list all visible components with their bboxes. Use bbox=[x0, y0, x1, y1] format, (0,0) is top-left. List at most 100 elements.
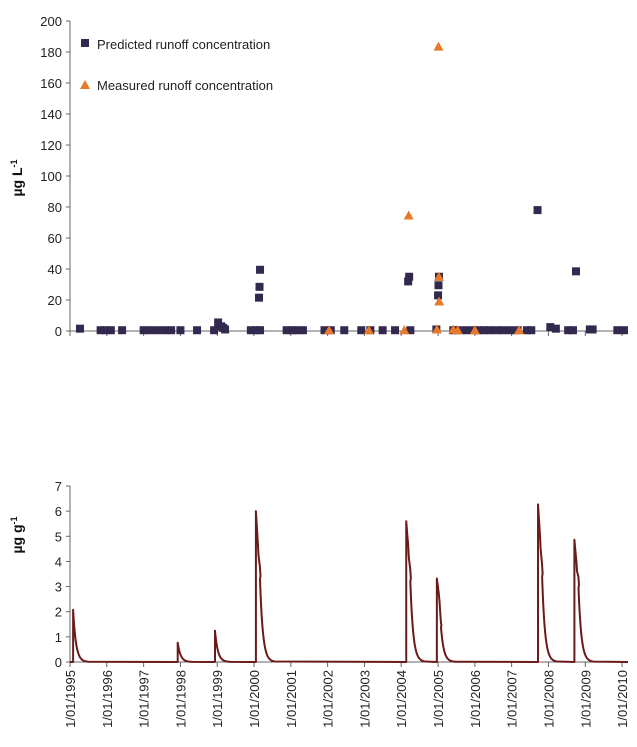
bottom-y-tick-label: 6 bbox=[55, 504, 62, 519]
bottom-y-tick-label: 7 bbox=[55, 479, 62, 494]
predicted-point bbox=[255, 293, 264, 302]
predicted-point bbox=[613, 326, 622, 335]
predicted-point bbox=[96, 326, 105, 335]
predicted-point bbox=[340, 326, 349, 335]
predicted-point bbox=[564, 326, 573, 335]
predicted-point bbox=[391, 326, 400, 335]
predicted-point bbox=[434, 291, 443, 300]
soil-concentration-line bbox=[70, 503, 629, 663]
legend-label-measured: Measured runoff concentration bbox=[97, 78, 273, 93]
predicted-point bbox=[193, 326, 202, 335]
bottom-x-tick-label: 1/01/1995 bbox=[63, 670, 78, 728]
predicted-point bbox=[473, 326, 482, 335]
predicted-point bbox=[255, 282, 264, 291]
predicted-point bbox=[246, 326, 255, 335]
predicted-point bbox=[405, 272, 414, 281]
top-data-points bbox=[75, 41, 628, 335]
predicted-point bbox=[533, 206, 542, 215]
top-y-tick-label: 60 bbox=[48, 231, 62, 246]
predicted-point bbox=[404, 277, 413, 286]
predicted-point bbox=[256, 265, 265, 274]
predicted-point bbox=[406, 326, 415, 335]
bottom-y-tick-label: 0 bbox=[55, 655, 62, 670]
measured-point bbox=[513, 325, 524, 335]
predicted-point bbox=[546, 323, 555, 332]
bottom-y-tick-label: 3 bbox=[55, 580, 62, 595]
top-y-tick-label: 140 bbox=[40, 107, 62, 122]
bottom-y-axis-label: µg g-1 bbox=[9, 516, 25, 553]
legend-marker-predicted bbox=[81, 39, 89, 47]
predicted-point bbox=[461, 326, 470, 335]
bottom-x-tick-label: 1/01/2009 bbox=[578, 670, 593, 728]
top-scatter-chart: 0 20 40 60 80 100 120 140 160 180 200 µg L-1 Predi… bbox=[9, 14, 628, 339]
predicted-point bbox=[619, 326, 628, 335]
predicted-point bbox=[75, 324, 84, 333]
predicted-point bbox=[118, 326, 127, 335]
predicted-point bbox=[378, 326, 387, 335]
top-y-tick-labels: 0 20 40 60 80 100 120 140 160 180 200 bbox=[40, 14, 70, 339]
bottom-x-tick-label: 1/01/1998 bbox=[173, 670, 188, 728]
predicted-point bbox=[153, 326, 162, 335]
legend-marker-measured bbox=[80, 80, 90, 89]
bottom-x-tick-label: 1/01/1997 bbox=[137, 670, 152, 728]
predicted-point bbox=[282, 326, 291, 335]
bottom-x-tick-label: 1/01/2004 bbox=[394, 670, 409, 728]
measured-point bbox=[363, 325, 374, 335]
top-y-tick-label: 40 bbox=[48, 262, 62, 277]
bottom-x-tick-label: 1/01/2007 bbox=[505, 670, 520, 728]
legend-label-predicted: Predicted runoff concentration bbox=[97, 37, 270, 52]
top-legend: Predicted runoff concentration Measured … bbox=[80, 37, 273, 93]
predicted-point bbox=[492, 326, 501, 335]
predicted-point bbox=[568, 326, 577, 335]
predicted-point bbox=[298, 326, 307, 335]
top-y-tick-label: 20 bbox=[48, 293, 62, 308]
predicted-point bbox=[588, 325, 597, 334]
bottom-y-tick-labels: 0 1 2 3 4 5 6 7 bbox=[55, 479, 70, 670]
measured-point bbox=[433, 271, 444, 281]
predicted-point bbox=[161, 326, 170, 335]
bottom-x-tick-label: 1/01/1999 bbox=[210, 670, 225, 728]
top-y-tick-label: 100 bbox=[40, 169, 62, 184]
top-y-tick-label: 180 bbox=[40, 45, 62, 60]
measured-point bbox=[469, 325, 480, 335]
predicted-point bbox=[167, 326, 176, 335]
bottom-x-tick-labels: 1/01/1995 1/01/1996 1/01/1997 1/01/1998 1/01… bbox=[63, 670, 630, 728]
top-y-tick-label: 80 bbox=[48, 200, 62, 215]
predicted-point bbox=[486, 326, 495, 335]
predicted-point bbox=[505, 326, 514, 335]
measured-point bbox=[324, 325, 335, 335]
top-y-axis-label: µg L-1 bbox=[9, 159, 25, 196]
top-y-tick-label: 200 bbox=[40, 14, 62, 29]
bottom-y-tick-label: 1 bbox=[55, 630, 62, 645]
predicted-point bbox=[498, 326, 507, 335]
predicted-point bbox=[434, 281, 443, 290]
predicted-point bbox=[176, 326, 185, 335]
predicted-point bbox=[527, 326, 536, 335]
predicted-point bbox=[288, 326, 297, 335]
top-y-tick-label: 160 bbox=[40, 76, 62, 91]
bottom-y-tick-label: 2 bbox=[55, 605, 62, 620]
measured-point bbox=[399, 325, 410, 335]
bottom-x-tick-label: 1/01/2005 bbox=[431, 670, 446, 728]
predicted-point bbox=[256, 326, 265, 335]
predicted-point bbox=[292, 326, 301, 335]
predicted-point bbox=[320, 326, 329, 335]
bottom-x-tick-label: 1/01/2000 bbox=[247, 670, 262, 728]
measured-point bbox=[433, 41, 444, 51]
predicted-point bbox=[479, 326, 488, 335]
measured-point bbox=[431, 324, 442, 334]
predicted-point bbox=[221, 325, 230, 334]
bottom-x-tick-label: 1/01/2010 bbox=[615, 670, 630, 728]
bottom-x-tick-label: 1/01/2003 bbox=[357, 670, 372, 728]
bottom-x-tick-label: 1/01/1996 bbox=[100, 670, 115, 728]
predicted-point bbox=[522, 326, 531, 335]
predicted-point bbox=[145, 326, 154, 335]
bottom-y-tick-label: 4 bbox=[55, 554, 62, 569]
measured-point bbox=[403, 210, 414, 220]
top-y-tick-label: 0 bbox=[55, 324, 62, 339]
measured-point bbox=[434, 296, 445, 306]
predicted-point bbox=[139, 326, 148, 335]
predicted-point bbox=[572, 267, 581, 276]
